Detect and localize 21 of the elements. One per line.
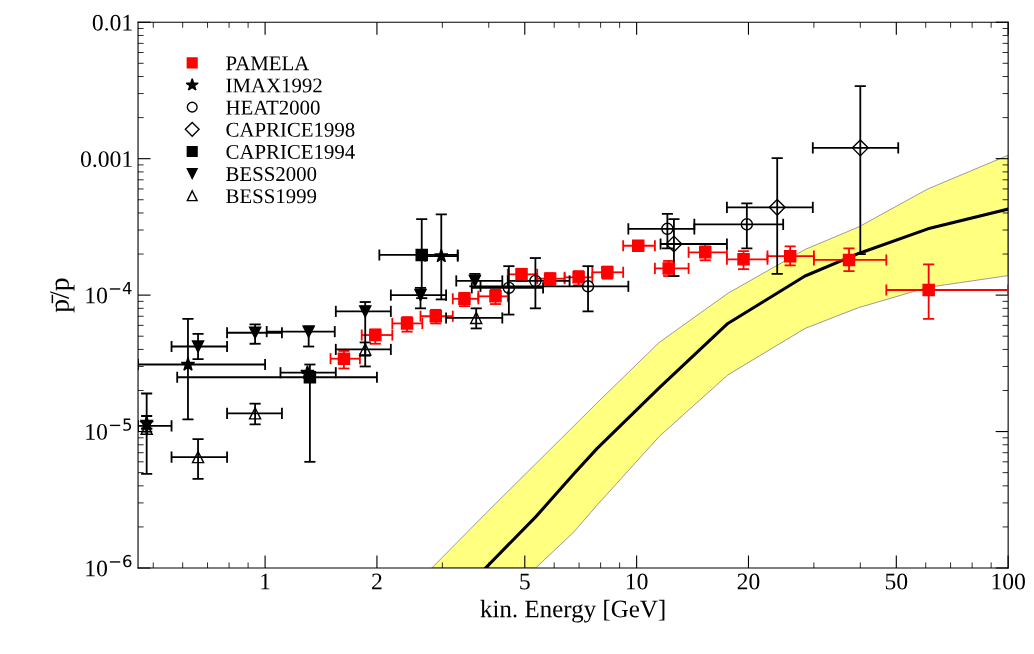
- y-tick-label: 10$^{−4}$: [86, 282, 132, 304]
- legend-label: BESS2000: [226, 167, 317, 182]
- legend-label: HEAT2000: [226, 100, 320, 115]
- y-tick-label: 0.001: [80, 151, 132, 168]
- legend-label: BESS1999: [226, 189, 317, 204]
- x-tick-label: 1: [261, 573, 270, 590]
- y-tick-label: 10$^{−6}$: [86, 554, 132, 577]
- y-tick-label: 10$^{−5}$: [86, 418, 132, 440]
- x-tick-label: 10: [626, 573, 648, 590]
- legend-label: IMAX1992: [226, 78, 322, 93]
- x-tick-label: 100: [992, 573, 1025, 590]
- x-axis-title: kin. Energy [GeV]: [480, 599, 665, 623]
- y-axis-title: p̄/p: [50, 278, 75, 313]
- y-tick-label: 0.01: [92, 14, 132, 31]
- x-tick-label: 5: [520, 573, 530, 590]
- legend-label: CAPRICE1994: [226, 144, 355, 159]
- x-tick-label: 2: [372, 573, 382, 590]
- x-tick-label: 50: [885, 573, 908, 590]
- legend-label: CAPRICE1998: [226, 122, 355, 137]
- x-tick-label: 20: [737, 573, 760, 590]
- legend-label: PAMELA: [226, 56, 310, 71]
